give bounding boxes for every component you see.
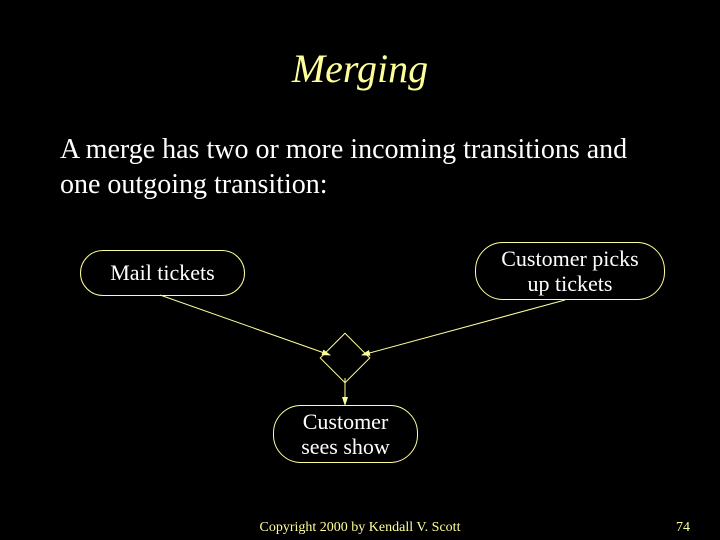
- merge-diagram: Mail tickets Customer picks up tickets C…: [0, 230, 720, 490]
- copyright-text: Copyright 2000 by Kendall V. Scott: [260, 520, 461, 536]
- edge-right-to-diamond: [362, 300, 565, 355]
- edge-left-to-diamond: [160, 295, 330, 355]
- page-number: 74: [676, 520, 690, 536]
- slide-title: Merging: [0, 0, 720, 92]
- node-label: Mail tickets: [110, 260, 214, 285]
- node-label: Customer picks up tickets: [494, 246, 646, 297]
- node-customer-picks-up: Customer picks up tickets: [475, 242, 665, 300]
- slide-description: A merge has two or more incoming transit…: [0, 92, 720, 202]
- node-mail-tickets: Mail tickets: [80, 250, 245, 296]
- node-customer-sees-show: Customer sees show: [273, 405, 418, 463]
- node-label: Customer sees show: [292, 409, 399, 460]
